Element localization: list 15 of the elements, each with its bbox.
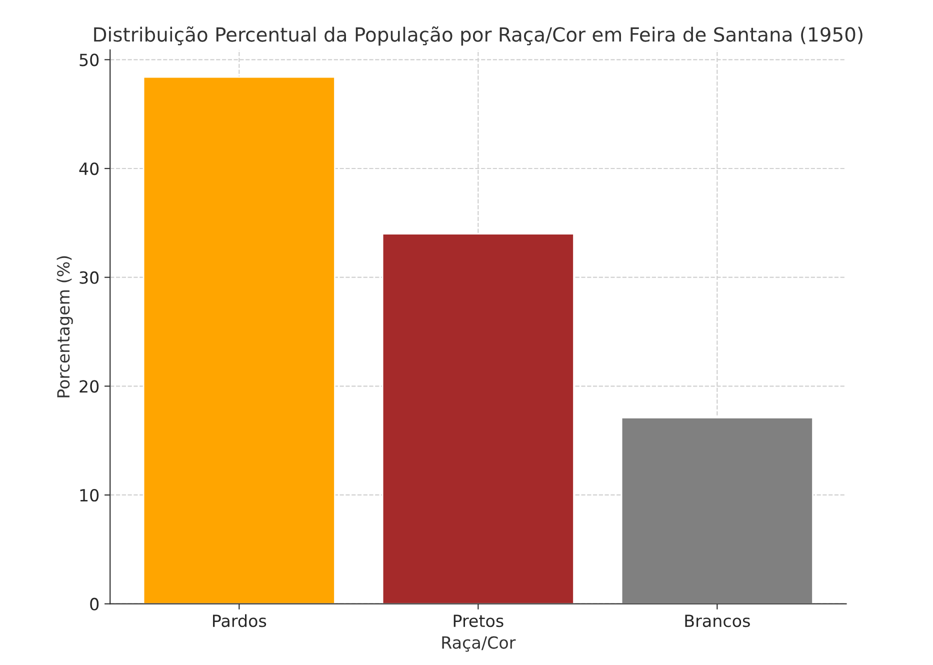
chart-title: Distribuição Percentual da População por Raça/Cor em Feira de Santana (1950) bbox=[94, 26, 862, 46]
y-tick-label: 20 bbox=[80, 380, 99, 393]
x-axis-title: Raça/Cor bbox=[442, 636, 516, 652]
y-tick-label: 50 bbox=[80, 54, 99, 66]
x-tick-label: Pardos bbox=[213, 614, 266, 628]
bar bbox=[382, 233, 574, 604]
x-tick-label: Pretos bbox=[454, 614, 504, 628]
y-axis-title: Porcentagem (%) bbox=[56, 256, 73, 398]
bar bbox=[142, 76, 336, 604]
y-tick-label: 0 bbox=[90, 598, 99, 610]
bar bbox=[620, 417, 814, 604]
y-tick-label: 10 bbox=[80, 488, 99, 502]
y-tick-label: 40 bbox=[79, 162, 99, 176]
x-tick-label: Brancos bbox=[685, 614, 750, 628]
y-tick-label: 30 bbox=[80, 271, 99, 284]
